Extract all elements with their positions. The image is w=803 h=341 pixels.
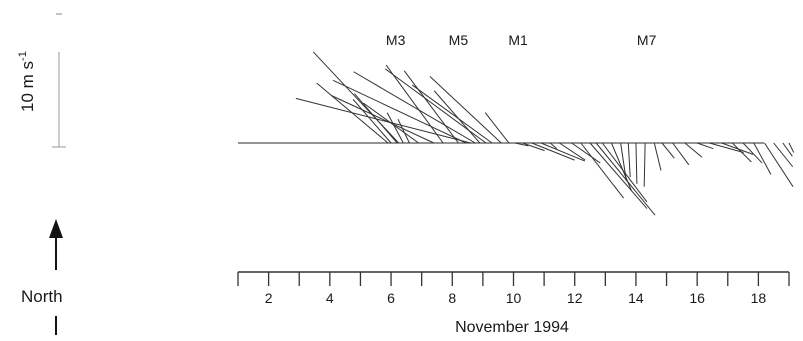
wind-vector xyxy=(742,142,763,164)
wind-vector xyxy=(661,142,675,159)
wind-vector xyxy=(397,119,410,144)
north-arrow-head xyxy=(49,219,63,238)
wind-vector xyxy=(580,142,624,199)
wind-vector xyxy=(429,76,502,144)
wind-vector xyxy=(559,142,586,161)
wind-vector xyxy=(721,142,754,155)
wind-vector xyxy=(709,142,744,153)
wind-vector xyxy=(514,142,529,147)
x-axis-label: November 1994 xyxy=(455,319,569,336)
wind-vector xyxy=(764,142,794,187)
wind-vector xyxy=(331,95,435,144)
wind-vector xyxy=(385,64,444,144)
wind-vector xyxy=(403,70,459,144)
wind-vector xyxy=(353,71,476,144)
wind-vector xyxy=(653,142,662,171)
x-tick-label: 16 xyxy=(689,290,705,306)
mooring-labels: M3 M5 M1 M7 xyxy=(386,32,657,48)
mooring-label: M3 xyxy=(386,32,406,48)
north-label: North xyxy=(21,287,63,306)
wind-vector xyxy=(697,142,714,150)
mooring-label: M5 xyxy=(449,32,469,48)
x-tick-label: 2 xyxy=(265,290,273,306)
wind-vector xyxy=(433,90,481,144)
wind-vector xyxy=(522,142,545,152)
x-tick-label: 10 xyxy=(506,290,522,306)
wind-vector xyxy=(773,142,794,168)
x-tick-label: 6 xyxy=(387,290,395,306)
wind-vector xyxy=(332,79,467,144)
wind-vector xyxy=(635,142,638,184)
wind-vector xyxy=(540,142,585,162)
scale-bar-label-main: 10 m s xyxy=(18,61,37,112)
x-tick-label: 18 xyxy=(751,290,767,306)
wind-vector xyxy=(620,142,627,182)
wind-vector xyxy=(643,142,646,187)
wind-vector xyxy=(384,68,487,144)
wind-vector xyxy=(672,142,690,166)
x-axis: 2 4 6 8 10 12 14 16 18 xyxy=(237,271,790,306)
wind-vector xyxy=(627,142,631,178)
wind-vector xyxy=(782,142,793,157)
wind-vector xyxy=(411,84,493,144)
mooring-label: M1 xyxy=(508,32,528,48)
wind-vector xyxy=(484,112,510,144)
x-tick-label: 8 xyxy=(448,290,456,306)
mooring-label: M7 xyxy=(637,32,657,48)
x-tick-label: 14 xyxy=(628,290,644,306)
scale-bar-label-superscript: -1 xyxy=(17,51,29,61)
x-tick-label: 12 xyxy=(567,290,583,306)
wind-vector xyxy=(352,98,392,144)
x-tick-label: 4 xyxy=(326,290,334,306)
wind-vector xyxy=(549,142,558,150)
scale-bar-label: 10 m s-1 xyxy=(17,51,37,112)
wind-vector xyxy=(589,142,648,209)
wind-vector xyxy=(571,142,601,164)
wind-vector xyxy=(386,112,404,144)
wind-vector xyxy=(753,142,772,175)
wind-vector xyxy=(732,142,752,163)
wind-vector xyxy=(295,97,471,144)
wind-vector xyxy=(312,51,400,144)
wind-vector xyxy=(610,142,632,191)
wind-vector xyxy=(788,142,795,153)
north-arrow-icon xyxy=(49,219,63,335)
wind-vector xyxy=(684,142,703,158)
scale-bar: 10 m s-1 xyxy=(17,13,66,148)
wind-vectors xyxy=(238,51,795,216)
wind-vector xyxy=(531,142,575,161)
